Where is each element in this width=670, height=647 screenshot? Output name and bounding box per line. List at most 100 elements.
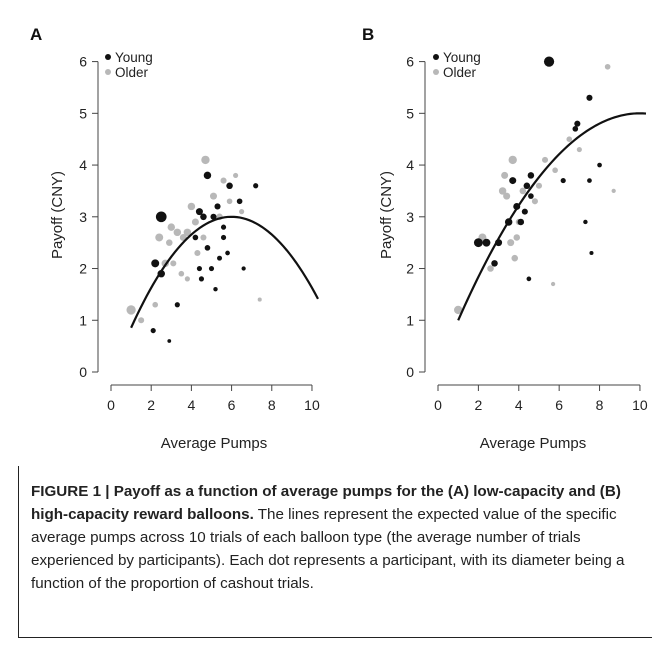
x-tick-label: 6 xyxy=(555,397,563,413)
data-point xyxy=(543,56,555,67)
data-point xyxy=(201,155,210,165)
data-point xyxy=(184,276,190,282)
legend-label-older: Older xyxy=(115,65,149,80)
data-point xyxy=(173,228,182,237)
data-point xyxy=(586,94,593,101)
data-point xyxy=(233,172,239,178)
legend-marker-young xyxy=(105,54,111,60)
y-tick-label: 5 xyxy=(79,105,87,121)
data-point xyxy=(473,238,483,248)
panel-label: B xyxy=(362,25,374,44)
data-point xyxy=(191,218,199,226)
data-point xyxy=(126,305,136,315)
data-point xyxy=(152,301,159,308)
data-point xyxy=(526,276,532,282)
y-tick-label: 4 xyxy=(79,157,87,173)
data-point xyxy=(217,255,223,261)
data-point xyxy=(501,171,509,179)
data-point xyxy=(491,260,498,267)
data-point xyxy=(174,302,180,308)
legend-marker-older xyxy=(433,69,439,75)
y-tick-label: 0 xyxy=(406,364,414,380)
data-point xyxy=(167,223,176,231)
data-point xyxy=(194,249,201,257)
data-point xyxy=(523,182,531,190)
data-point xyxy=(226,182,233,190)
data-point xyxy=(220,224,227,230)
data-point xyxy=(482,238,491,247)
y-tick-label: 6 xyxy=(79,54,87,70)
data-point xyxy=(513,234,521,241)
data-point xyxy=(203,171,212,180)
data-point xyxy=(200,213,207,221)
data-point xyxy=(155,211,167,223)
data-point xyxy=(528,193,534,199)
data-point xyxy=(527,172,535,179)
caption-title: FIGURE 1 | Payoff as a function of avera… xyxy=(31,483,621,523)
legend-label-older: Older xyxy=(443,65,477,80)
y-tick-label: 2 xyxy=(406,261,414,277)
x-tick-label: 4 xyxy=(187,397,195,413)
panel-a: A 0 1 2 3 4 5 6 0 2 4 6 8 10 Average Pumps Payoff (CNY)… xyxy=(30,25,320,452)
data-point xyxy=(531,198,538,205)
x-tick-label: 2 xyxy=(474,397,482,413)
data-point xyxy=(503,192,511,200)
x-tick-label: 8 xyxy=(268,397,276,413)
expected-value-curve xyxy=(457,112,647,321)
y-tick-label: 4 xyxy=(406,157,414,173)
y-axis-label: Payoff (CNY) xyxy=(49,171,66,259)
data-point xyxy=(150,328,156,334)
data-point xyxy=(170,260,177,267)
data-point xyxy=(226,198,233,205)
data-point xyxy=(196,265,203,272)
y-tick-label: 3 xyxy=(79,209,87,225)
data-point xyxy=(498,187,507,195)
data-point xyxy=(511,254,519,262)
caption-box: FIGURE 1 | Payoff as a function of avera… xyxy=(18,466,652,638)
data-point xyxy=(507,239,515,247)
data-point xyxy=(187,202,196,211)
data-point xyxy=(541,156,549,163)
x-axis-label: Average Pumps xyxy=(161,435,267,452)
series-older xyxy=(454,63,616,315)
data-point xyxy=(519,187,527,195)
data-point xyxy=(587,178,592,183)
data-point xyxy=(178,270,185,277)
data-point xyxy=(208,265,215,272)
legend-marker-older xyxy=(105,69,111,75)
legend-marker-young xyxy=(433,54,439,60)
data-point xyxy=(552,167,558,174)
expected-value-curve xyxy=(130,215,319,329)
x-tick-label: 10 xyxy=(632,397,648,413)
data-point xyxy=(535,182,543,189)
data-point xyxy=(210,213,217,220)
data-point xyxy=(209,192,217,200)
data-point xyxy=(566,136,573,143)
data-point xyxy=(576,146,582,153)
data-point xyxy=(508,155,517,165)
data-point xyxy=(225,250,230,256)
data-point xyxy=(560,177,566,184)
data-point xyxy=(597,162,602,168)
y-tick-label: 2 xyxy=(79,261,87,277)
x-tick-label: 2 xyxy=(147,397,155,413)
y-axis-label: Payoff (CNY) xyxy=(378,171,395,259)
data-point xyxy=(574,120,581,127)
data-point xyxy=(236,198,243,205)
data-point xyxy=(550,281,556,287)
data-point xyxy=(220,234,227,241)
y-tick-label: 6 xyxy=(406,54,414,70)
x-tick-label: 10 xyxy=(304,397,320,413)
data-point xyxy=(155,233,164,242)
data-point xyxy=(138,317,145,324)
data-point xyxy=(572,126,579,132)
x-tick-label: 4 xyxy=(515,397,523,413)
data-point xyxy=(213,287,218,292)
data-point xyxy=(214,203,221,210)
legend-label-young: Young xyxy=(443,50,481,65)
data-point xyxy=(454,305,463,315)
data-point xyxy=(166,239,173,246)
